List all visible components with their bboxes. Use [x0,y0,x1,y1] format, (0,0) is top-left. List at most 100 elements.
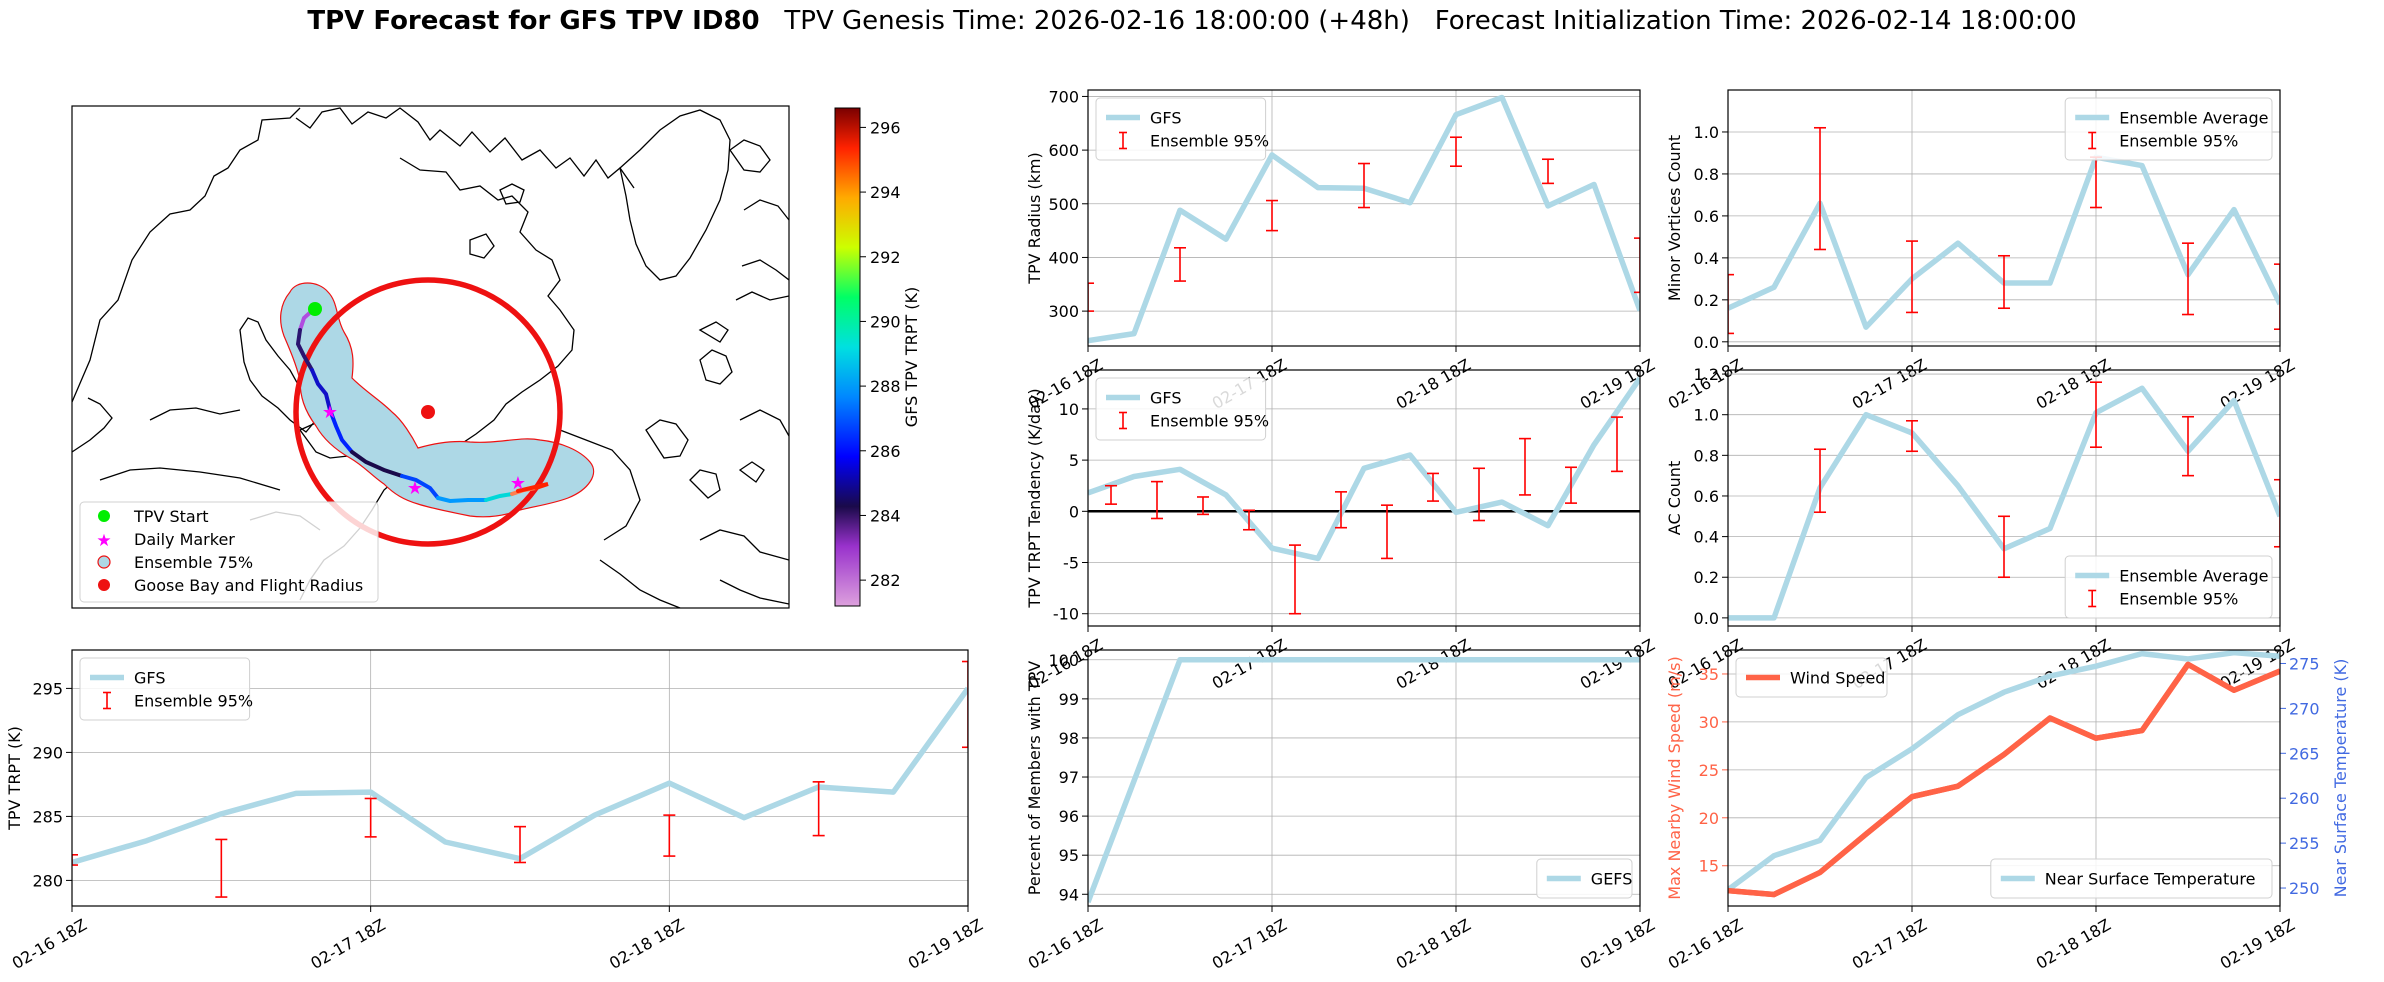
ensemble-errorbar [1335,491,1347,529]
y-tick-label: 295 [32,679,63,698]
chart-legend: Ensemble Average Ensemble 95% [2064,555,2273,619]
y-tick-label: 0.4 [1694,249,1719,268]
series-line [1088,376,1640,562]
ensemble-errorbar [1105,484,1117,505]
ensemble-errorbar [1358,162,1370,209]
y2-tick-label: 270 [2289,699,2320,718]
x-tick-label: 02-19 18Z [1577,915,1658,973]
ensemble-errorbar [1611,416,1623,473]
x-tick-label: 02-17 18Z [1849,915,1930,973]
y-axis-label: TPV Radius (km) [1025,152,1044,285]
ensemble-errorbar [1906,240,1918,314]
colorbar-tick-label: 290 [870,312,901,331]
legend-label: Ensemble 95% [1150,132,1269,151]
ensemble-errorbar [1427,472,1439,502]
map-panel: ★ ★ ★ ★ TPV Start Daily Marker Ensemble … [71,105,921,609]
ensemble-errorbar [72,853,78,866]
goose-bay-marker [421,405,435,419]
grid [1087,650,1641,906]
plot-area [1728,126,2280,335]
ensemble-errorbar [1814,448,1826,514]
ensemble-errorbar [1088,282,1094,312]
wind-chart: 15 20 25 30 35 Max Nearby Wind Speed (m/s) 02-… [1665,649,2350,973]
y-tick-label: -5 [1063,554,1079,573]
map-legend-start: TPV Start [133,507,209,526]
x-tick-label: 02-19 18Z [2217,915,2298,973]
plot-area [1088,376,1640,615]
legend-ensemble-symbol [97,555,111,569]
plot-area [1728,381,2280,621]
colorbar-label: GFS TPV TRPT (K) [902,287,921,427]
axes-frame [1727,369,2281,627]
legend-label: Ensemble Average [2119,109,2268,128]
y-tick-label: 10 [1059,400,1079,419]
legend-label: GFS [1150,109,1181,128]
y-tick-label: 15 [1699,857,1719,876]
x-tick-label: 02-17 18Z [1209,635,1290,693]
y-tick-label: 0.0 [1694,333,1719,352]
ensemble-errorbar [1266,199,1278,232]
map-legend-daily: Daily Marker [134,530,235,549]
plot-area [72,660,968,898]
map-legend-ensemble: Ensemble 75% [134,553,253,572]
y-tick-label: 35 [1699,665,1719,684]
y-tick-label: 0 [1069,502,1079,521]
ensemble-errorbar [1450,136,1462,168]
x-tick-label: 02-16 18Z [9,915,90,973]
ensemble-errorbar [364,797,377,838]
y-tick-label: 5 [1069,451,1079,470]
map-legend: ★ TPV Start Daily Marker Ensemble 75% Go… [79,501,379,603]
colorbar-tick-label: 292 [870,248,901,267]
title-init: Forecast Initialization Time: 2026-02-14… [1434,6,2077,36]
ensemble-errorbar [1998,515,2010,579]
y2-tick-label: 265 [2289,744,2320,763]
y-tick-label: 97 [1059,768,1079,787]
x-tick-label: 02-17 18Z [1209,915,1290,973]
x-tick-label: 02-19 18Z [1577,635,1658,693]
legend-start-symbol [98,510,110,522]
legend-label: GFS [134,669,165,688]
colorbar: 282 284 286 288 290 292 294 296 GFS TPV TRPT (K… [834,107,921,607]
series-line [1088,657,1640,904]
ensemble-errorbar [2274,478,2280,548]
plot-area [1088,657,1640,904]
y-axis-label: TPV TRPT Tendency (K/day) [1025,388,1044,608]
y-axis-label: Minor Vortices Count [1665,135,1684,301]
x-tick-label: 02-19 18Z [905,915,986,973]
y-tick-label: -10 [1053,605,1079,624]
legend-label: Ensemble Average [2119,567,2268,586]
x-tick-label: 02-17 18Z [307,915,388,973]
ensemble-errorbar [2182,415,2194,477]
y-tick-label: 0.2 [1694,568,1719,587]
daily-marker-3: ★ [510,473,526,494]
flight-radius-circle [293,277,563,547]
legend-label: GEFS [1591,870,1633,889]
ensemble-errorbar [1381,504,1393,560]
y-tick-label: 400 [1048,248,1079,267]
legend-label: Wind Speed [1790,669,1885,688]
ensemble-errorbar [962,660,968,749]
y2-tick-label: 275 [2289,654,2320,673]
colorbar-gradient [834,107,861,607]
chart-legend: Ensemble Average Ensemble 95% [2064,97,2273,161]
legend-label: Ensemble 95% [1150,412,1269,431]
legend-start-symbol-star: ★ [96,531,111,551]
ensemble-errorbar [2090,381,2102,449]
y-tick-label: 25 [1699,761,1719,780]
title-main: TPV Forecast for GFS TPV ID80 [307,6,760,36]
legend-label: Ensemble 95% [2119,132,2238,151]
ensemble-errorbar [2274,263,2280,331]
ensemble-errorbar [812,781,825,837]
y2-tick-label: 255 [2289,834,2320,853]
y-tick-label: 0.8 [1694,165,1719,184]
y-tick-label: 290 [32,743,63,762]
y-axis-label: Percent of Members with TPV [1025,661,1044,895]
y-tick-label: 1.0 [1694,406,1719,425]
ensemble-errorbar [1542,158,1554,185]
ensemble-errorbar [1289,544,1301,615]
